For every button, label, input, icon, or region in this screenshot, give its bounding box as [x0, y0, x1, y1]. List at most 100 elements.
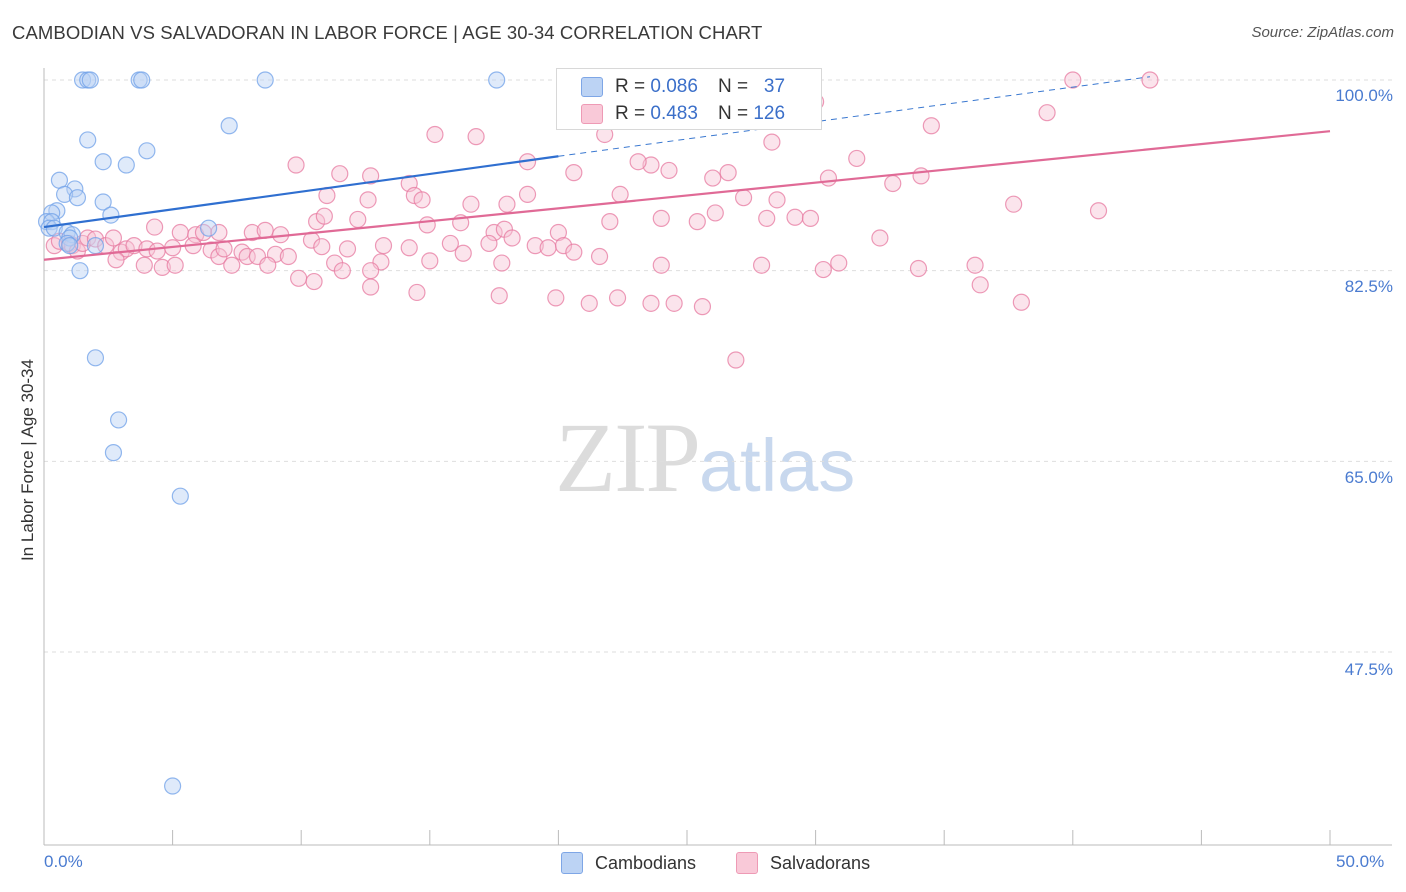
- data-point: [884, 174, 902, 193]
- cambodians-trend-extension: [558, 76, 1151, 157]
- data-point: [1005, 195, 1023, 213]
- data-point: [86, 230, 105, 248]
- r-label: R =: [615, 103, 646, 124]
- data-point: [61, 237, 79, 255]
- data-point: [768, 191, 786, 209]
- data-point: [68, 189, 87, 207]
- data-point: [871, 229, 889, 247]
- data-point: [145, 218, 164, 236]
- data-point: [313, 238, 331, 256]
- data-point: [752, 256, 771, 274]
- data-point: [1012, 293, 1030, 311]
- data-point: [86, 349, 105, 367]
- data-point: [454, 244, 472, 262]
- data-point: [279, 247, 297, 266]
- data-point: [362, 167, 380, 185]
- legend-label: Cambodians: [595, 852, 697, 873]
- data-point: [480, 234, 498, 253]
- data-point: [58, 234, 76, 253]
- data-point: [418, 216, 436, 234]
- legend-label: Salvadorans: [770, 852, 871, 873]
- data-point: [601, 213, 619, 231]
- data-point: [400, 239, 418, 257]
- data-point: [166, 256, 184, 274]
- data-point: [652, 209, 670, 227]
- watermark-zip: ZIP: [555, 402, 701, 513]
- data-point: [331, 165, 349, 183]
- data-point: [763, 133, 781, 151]
- data-point: [786, 208, 804, 226]
- data-point: [642, 156, 660, 174]
- data-point: [135, 256, 153, 274]
- data-point: [704, 169, 722, 187]
- data-point: [467, 128, 485, 146]
- data-point: [81, 71, 99, 89]
- data-point: [243, 223, 261, 242]
- data-point: [565, 243, 583, 261]
- data-point: [539, 239, 557, 257]
- data-point: [40, 219, 58, 237]
- data-point: [1064, 71, 1082, 89]
- y-tick-label: 82.5%: [1344, 277, 1393, 296]
- y-tick-label: 65.0%: [1344, 468, 1393, 487]
- data-point: [848, 149, 866, 168]
- data-point: [408, 283, 426, 302]
- chart-title: CAMBODIAN VS SALVADORAN IN LABOR FORCE |…: [12, 22, 763, 43]
- data-point: [693, 298, 712, 316]
- salvadorans-trend-line: [43, 130, 1331, 261]
- data-point: [362, 278, 380, 296]
- data-point: [171, 487, 189, 505]
- data-point: [426, 125, 444, 144]
- cambodians-trend-line: [43, 155, 559, 229]
- legend-row-salvadorans: R = 0.483 N = 126: [581, 101, 785, 127]
- data-point: [665, 294, 683, 312]
- data-point: [315, 207, 333, 225]
- data-point: [259, 256, 277, 274]
- data-point: [413, 191, 431, 209]
- data-point: [86, 237, 105, 255]
- data-point: [608, 289, 627, 307]
- data-point: [333, 262, 351, 280]
- data-point: [290, 269, 308, 287]
- salvadorans-legend-swatch: [736, 852, 758, 874]
- data-point: [912, 167, 930, 185]
- data-point: [719, 164, 737, 182]
- data-point: [164, 777, 182, 795]
- data-point: [287, 156, 305, 174]
- data-point: [909, 259, 928, 278]
- cambodians-legend-swatch: [561, 852, 583, 874]
- data-point: [629, 153, 647, 171]
- data-point: [488, 71, 506, 89]
- y-tick-label: 100.0%: [1335, 86, 1393, 105]
- data-point: [138, 142, 156, 160]
- data-point: [153, 258, 171, 276]
- r-value: 0.483: [650, 103, 698, 124]
- data-point: [590, 247, 609, 266]
- data-point: [526, 237, 544, 255]
- data-point: [580, 294, 598, 312]
- watermark: ZIPatlas: [555, 400, 855, 515]
- data-point: [421, 252, 439, 270]
- y-tick-label: 47.5%: [1344, 660, 1393, 679]
- data-point: [547, 289, 565, 307]
- data-point: [971, 276, 989, 294]
- r-label: R =: [615, 76, 646, 97]
- data-point: [305, 272, 323, 291]
- legend-item-cambodians: Cambodians: [561, 852, 696, 874]
- data-point: [652, 256, 670, 274]
- data-point: [349, 210, 367, 229]
- data-point: [801, 209, 820, 227]
- data-point: [814, 260, 832, 279]
- data-point: [109, 411, 128, 429]
- data-point: [518, 185, 537, 203]
- data-point: [734, 189, 753, 207]
- data-point: [660, 161, 678, 180]
- data-point: [830, 254, 848, 272]
- n-label: N =: [717, 103, 749, 124]
- data-point: [611, 185, 629, 203]
- data-point: [359, 191, 377, 209]
- data-point: [441, 234, 459, 253]
- trend-lines: [43, 76, 1331, 261]
- data-point: [1089, 202, 1108, 220]
- data-point: [727, 351, 745, 369]
